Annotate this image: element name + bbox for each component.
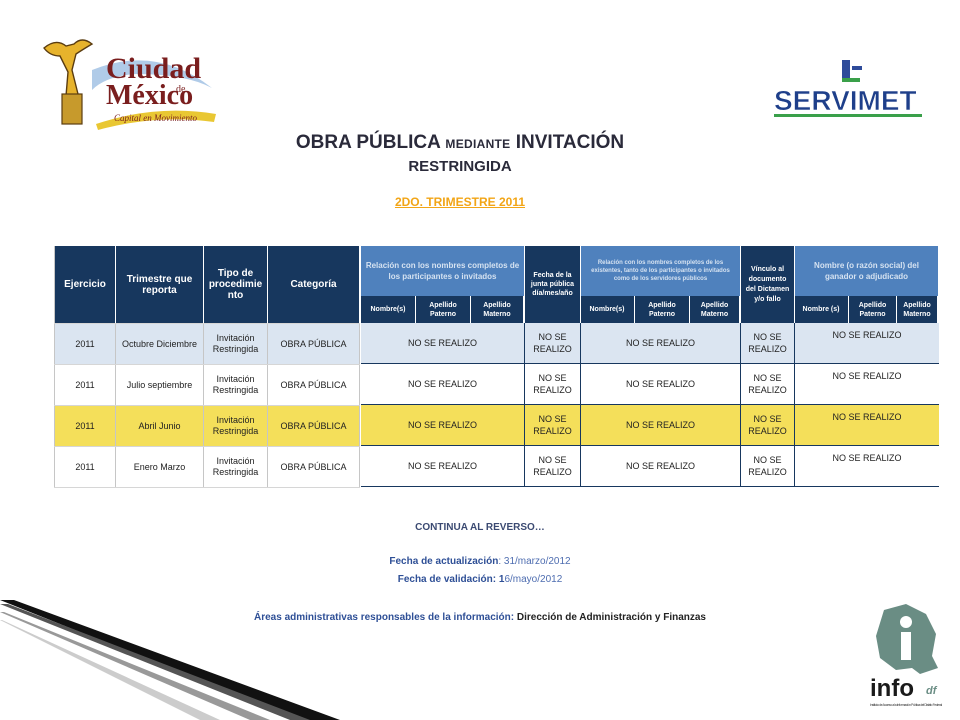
cell-ejercicio: 2011 [54,365,116,405]
header-relacion-existentes: Relación con los nombres completos de lo… [581,246,741,296]
header-vinculo-dictamen: Vínculo al documento del Dictamen y/o fa… [741,246,795,323]
cell-tipo: Invitación Restringida [204,406,268,446]
sub-nombre: Nombre(s) [361,296,416,323]
sub-nombre: Nombre(s) [580,296,635,323]
cell-participantes: NO SE REALIZO [361,364,525,404]
right-table-group-header: Relación con los nombres completos de lo… [361,246,939,323]
cell-participantes: NO SE REALIZO [361,405,525,445]
cell-participantes: NO SE REALIZO [361,323,525,363]
header-tipo-procedimiento: Tipo de procedimie nto [204,246,268,323]
cell-ganador: NO SE REALIZO [832,412,902,422]
cell-trimestre: Julio septiembre [116,365,204,405]
ciudad-de-mexico-logo: Ciudad de México Capital en Movimiento [43,39,216,130]
title-line2: RESTRINGIDA [408,158,512,175]
sub-apellido-materno: Apellido Materno [690,296,740,323]
servimet-wordmark: SERVIMET [774,85,917,116]
cell-ejercicio: 2011 [54,406,116,446]
servimet-logo: SERVIMET [774,60,922,117]
cell-fecha-junta: NO SE REALIZO [525,323,581,363]
sub-apellido-paterno: Apellido Paterno [849,296,897,323]
right-table: Relación con los nombres completos de lo… [361,246,939,487]
infodf-logo: info df Instituto de Acceso a la Informa… [870,604,942,707]
sub-nombre: Nombre (s) [794,296,849,323]
cell-relacion: NO SE REALIZO [581,364,741,404]
header-trimestre: Trimestre que reporta [116,246,204,323]
cell-categoria: OBRA PÚBLICA [268,324,360,364]
cell-vinculo: NO SE REALIZO [741,446,795,486]
cell-tipo: Invitación Restringida [204,447,268,487]
cell-ganador: NO SE REALIZO [832,371,902,381]
fecha-actualizacion: Fecha de actualización: 31/marzo/2012 [180,556,780,567]
cell-ganador: NO SE REALIZO [832,330,902,340]
cell-vinculo: NO SE REALIZO [741,323,795,363]
cdmx-logo-mexico: México [106,80,193,111]
table-row: 2011 Julio septiembre Invitación Restrin… [54,365,360,406]
cell-ejercicio: 2011 [54,447,116,487]
table-row: NO SE REALIZO NO SE REALIZO NO SE REALIZ… [361,405,939,446]
cell-relacion: NO SE REALIZO [581,405,741,445]
table-row: 2011 Enero Marzo Invitación Restringida … [54,447,360,488]
fecha-validacion-label: Fecha de validación: 1 [397,574,505,585]
trimestre-link[interactable]: 2DO. TRIMESTRE 2011 [394,195,526,209]
cell-ganador: NO SE REALIZO [832,453,902,463]
fecha-validacion: Fecha de validación: 16/mayo/2012 [180,574,780,585]
cell-participantes: NO SE REALIZO [361,446,525,486]
sub-apellido-materno: Apellido Materno [897,296,938,323]
table-row: NO SE REALIZO NO SE REALIZO NO SE REALIZ… [361,364,939,405]
left-table: Ejercicio Trimestre que reporta Tipo de … [54,246,360,488]
cell-trimestre: Enero Marzo [116,447,204,487]
cell-vinculo: NO SE REALIZO [741,405,795,445]
infodf-wordmark: info [870,675,914,702]
fecha-actualizacion-value: : 31/marzo/2012 [498,556,571,567]
page-title: OBRA PÚBLICA MEDIANTE INVITACIÓN RESTRIN… [200,132,720,178]
cell-tipo: Invitación Restringida [204,324,268,364]
header-participantes: Relación con los nombres completos de lo… [361,246,525,296]
left-table-header: Ejercicio Trimestre que reporta Tipo de … [54,246,360,324]
fecha-actualizacion-label: Fecha de actualización [389,556,499,567]
cell-fecha-junta: NO SE REALIZO [525,446,581,486]
cell-vinculo: NO SE REALIZO [741,364,795,404]
cell-categoria: OBRA PÚBLICA [268,406,360,446]
areas-value: Dirección de Administración y Finanzas [516,612,706,623]
decorative-arrow-graphic [0,600,340,720]
areas-responsables: Áreas administrativas responsables de la… [140,612,820,623]
sub-apellido-paterno: Apellido Paterno [416,296,471,323]
title-small: MEDIANTE [445,137,511,151]
infodf-df: df [926,685,938,697]
continua-al-reverso: CONTINUA AL REVERSO… [415,522,545,533]
cell-trimestre: Octubre Diciembre [116,324,204,364]
cell-fecha-junta: NO SE REALIZO [525,405,581,445]
header-ejercicio: Ejercicio [54,246,116,323]
header-ganador: Nombre (o razón social) del ganador o ad… [795,246,939,296]
sub-apellido-paterno: Apellido Paterno [635,296,690,323]
table-row: 2011 Abril Junio Invitación Restringida … [54,406,360,447]
infodf-caption: Instituto de Acceso a la Información Púb… [870,703,942,707]
cell-categoria: OBRA PÚBLICA [268,365,360,405]
right-table-sub-header: Nombre(s) Apellido Paterno Apellido Mate… [361,296,939,323]
header-fecha-junta: Fecha de la junta pública día/mes/año [525,246,581,323]
cdmx-logo-tagline: Capital en Movimiento [114,113,197,123]
header-categoria: Categoría [268,246,360,323]
title-part1: OBRA PÚBLICA [295,132,446,153]
title-part2: INVITACIÓN [510,132,625,153]
cell-relacion: NO SE REALIZO [581,323,741,363]
areas-label: Áreas administrativas responsables de la… [254,612,517,623]
fecha-validacion-value: 6/mayo/2012 [504,574,563,585]
cell-fecha-junta: NO SE REALIZO [525,364,581,404]
cdmx-logo-de: de [176,84,186,95]
cell-ejercicio: 2011 [54,324,116,364]
cell-trimestre: Abril Junio [116,406,204,446]
cdmx-logo-ciudad: Ciudad [106,52,201,85]
table-row: NO SE REALIZO NO SE REALIZO NO SE REALIZ… [361,323,939,364]
table-row: NO SE REALIZO NO SE REALIZO NO SE REALIZ… [361,446,939,487]
table-row: 2011 Octubre Diciembre Invitación Restri… [54,324,360,365]
cell-relacion: NO SE REALIZO [581,446,741,486]
sub-apellido-materno: Apellido Materno [471,296,524,323]
cell-tipo: Invitación Restringida [204,365,268,405]
cell-categoria: OBRA PÚBLICA [268,447,360,487]
